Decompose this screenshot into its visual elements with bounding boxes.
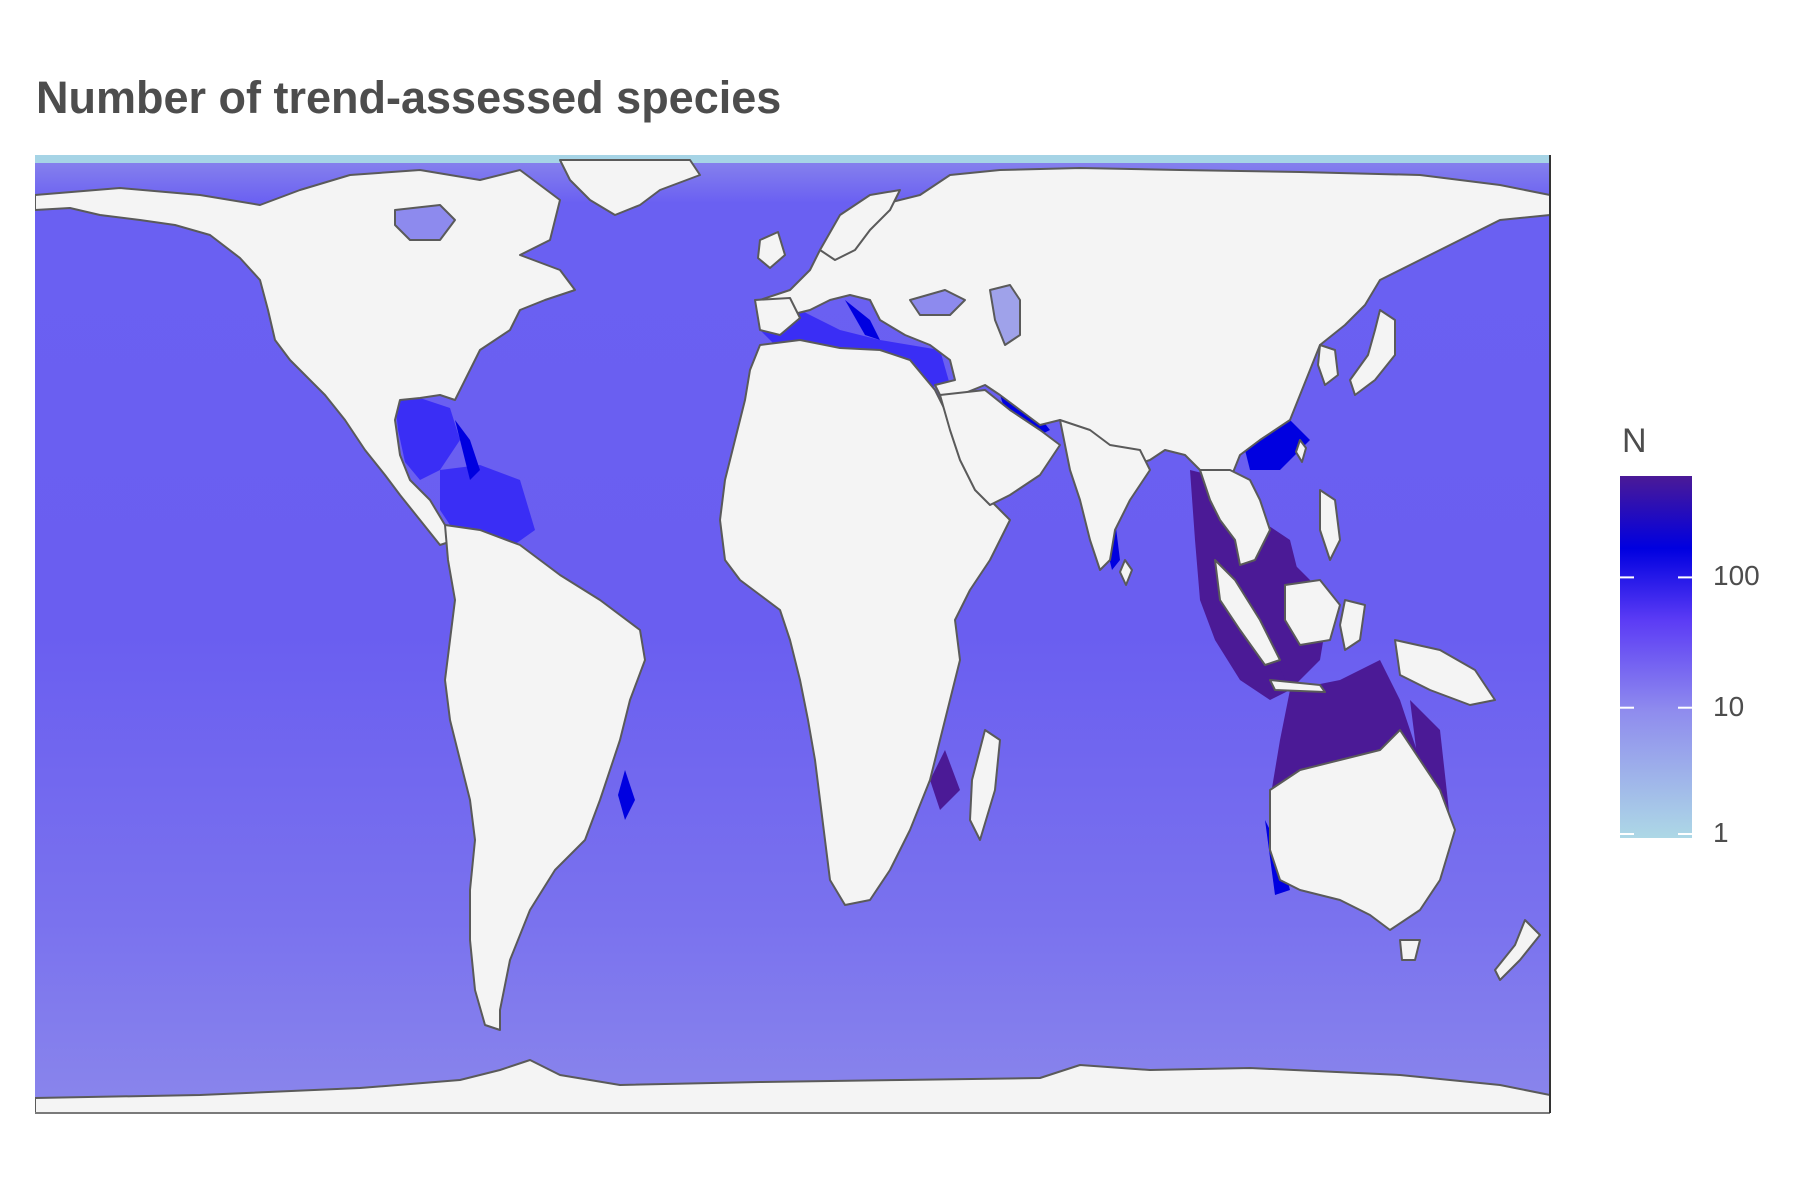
scandinavia [819, 189, 901, 261]
arctic-edge [35, 155, 1550, 163]
greenland [559, 159, 701, 216]
british-isles [757, 231, 786, 269]
arabia [939, 389, 1061, 506]
legend-ticks [1620, 576, 1692, 835]
new-zealand [1494, 919, 1541, 981]
landmasses [35, 159, 1550, 1113]
new-guinea [1394, 639, 1496, 706]
antarctica [35, 1059, 1550, 1113]
legend-label-1: 1 [1713, 817, 1729, 848]
iberia [754, 297, 801, 336]
madagascar [969, 729, 1001, 841]
eurasia [759, 167, 1550, 481]
legend-label-100: 100 [1713, 560, 1760, 592]
south-america [444, 524, 646, 1031]
indochina [1199, 469, 1271, 566]
borneo [1284, 579, 1341, 646]
page-title: Number of trend-assessed species [36, 72, 782, 123]
japan [1349, 309, 1396, 396]
legend-colorbar [1620, 476, 1692, 838]
north-america [35, 169, 576, 546]
legend-label-10: 10 [1713, 690, 1745, 722]
india [1059, 419, 1151, 571]
legend-title: N [1622, 422, 1647, 460]
australia [1269, 729, 1456, 931]
